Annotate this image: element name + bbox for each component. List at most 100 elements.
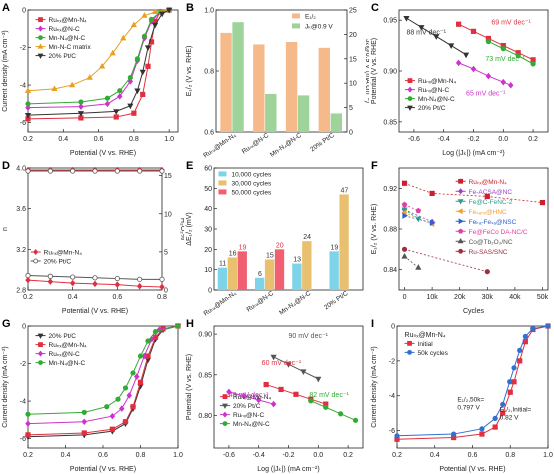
data-point (255, 396, 262, 404)
legend-marker (222, 403, 228, 409)
y-axis-label: Current density (mA cm⁻²) (2, 346, 9, 428)
x-tick-label: 0.4 (61, 452, 71, 459)
y-tick-label: 50 (204, 186, 212, 193)
data-point (352, 417, 359, 423)
data-point (145, 63, 151, 69)
legend-item: Ruₙₓ@Mn-N₄ (404, 78, 456, 85)
y-tick-label: -4 (20, 83, 26, 90)
data-point (418, 25, 425, 31)
legend-marker (37, 350, 44, 357)
data-point (113, 114, 119, 120)
data-point (462, 52, 470, 59)
y-tick-label-right: 15 (349, 56, 357, 63)
panel-i: I 0 -2 -4 -6 0.2 0.4 0.6 0.8 1.0 Potential (V vs. … (371, 318, 553, 473)
legend-marker (407, 340, 412, 346)
x-category-label: Mn-N₄@N-C (269, 132, 303, 158)
x-tick-label: 0.4 (58, 136, 68, 143)
bar-value-label: 19 (331, 244, 339, 251)
legend-swatch (218, 180, 227, 186)
series-line (404, 182, 543, 203)
legend-label: 10,000 cycles (231, 171, 271, 178)
y-tick-label-right: 20 (349, 32, 357, 39)
bar-value-label: 20 (276, 242, 284, 249)
data-point (545, 323, 551, 329)
data-point (109, 49, 116, 56)
x-tick-label: 30k (482, 294, 494, 301)
data-point (492, 415, 498, 421)
panel-letter: H (186, 318, 194, 330)
series-line (27, 325, 179, 415)
panel-letter: C (371, 2, 379, 14)
data-point (115, 396, 121, 402)
data-point (401, 252, 408, 259)
e-half-50k-value: 0.797 V (457, 405, 480, 412)
data-point (69, 81, 76, 88)
y-tick-label: 0 (208, 288, 212, 295)
legend-swatch (218, 189, 227, 195)
panel-g: G 0 -2 -4 -6 0.2 0.4 0.6 0.8 1.0 Potential (V vs. … (2, 318, 183, 473)
data-point (25, 101, 31, 107)
legend-item: Co@Tb₂O₃/NC (455, 238, 513, 246)
legend-swatch (218, 171, 227, 177)
legend-label: Mn-N₄@N-C (49, 35, 86, 42)
data-point (134, 56, 141, 62)
x-tick-label: 1.0 (173, 452, 183, 459)
series-line (27, 325, 179, 425)
data-point (25, 104, 31, 111)
data-point (25, 432, 31, 438)
data-point (137, 379, 144, 385)
legend-label: Mn-N₄@N-C (233, 421, 270, 428)
legend-item: Ruₙₓ@Mn-N₄ (455, 179, 507, 186)
y-tick-label: 30 (204, 227, 212, 234)
data-point (25, 276, 31, 284)
series-line (404, 209, 433, 223)
legend-marker (222, 394, 228, 399)
x-tick-label: 10k (426, 294, 438, 301)
y-tick-label: 0.88 (383, 227, 397, 234)
y-tick-label: 0.95 (383, 18, 397, 25)
data-point (134, 88, 141, 95)
data-point (508, 81, 514, 89)
legend-label: Ruₙₓ@Mn-N₄ (233, 394, 272, 401)
y-tick-label: 3.6 (16, 206, 26, 213)
data-point (500, 78, 507, 86)
x-tick-label: 0.2 (392, 452, 402, 459)
data-point (448, 43, 455, 50)
data-point (104, 95, 111, 101)
x-axis-label: Cycles (463, 308, 485, 315)
panel-c: C 0.85 0.90 0.95 -0.6 -0.4 -0.2 0.0 0.2 Log (|Jₖ|… (371, 2, 549, 157)
x-tick-label: 0.2 (23, 452, 33, 459)
data-point (415, 264, 422, 270)
series-line (404, 215, 433, 224)
legend-item: Mn-N₄@N-C (404, 96, 455, 103)
legend-marker (407, 105, 413, 111)
data-point (136, 282, 143, 290)
slope-annotation: 49 mV dec⁻¹ (229, 392, 269, 399)
data-point (285, 362, 292, 368)
data-point (134, 373, 140, 380)
data-point (338, 411, 344, 417)
data-point (127, 78, 134, 85)
e-half-50k-label: E₁/₂,50k= (457, 397, 484, 404)
legend-item: 10,000 cycles (218, 171, 272, 178)
bar (318, 47, 331, 132)
y-tick-label: 2.8 (16, 288, 26, 295)
legend-label: Ruₙₓ@Mn-N₄ (49, 342, 88, 349)
data-point (451, 431, 457, 437)
series-line (27, 9, 170, 120)
bar (274, 249, 285, 290)
bar (265, 93, 277, 132)
data-point (109, 412, 116, 420)
data-point (92, 275, 98, 281)
data-point (484, 269, 490, 275)
bar (220, 32, 232, 132)
legend-marker (407, 349, 412, 355)
data-point (511, 365, 517, 371)
plot-frame (213, 325, 364, 449)
data-point (81, 430, 87, 436)
data-point (131, 110, 137, 116)
bar (232, 22, 244, 133)
y-tick-label: 0.85 (198, 372, 212, 379)
data-point (484, 193, 490, 200)
data-point (401, 207, 408, 214)
